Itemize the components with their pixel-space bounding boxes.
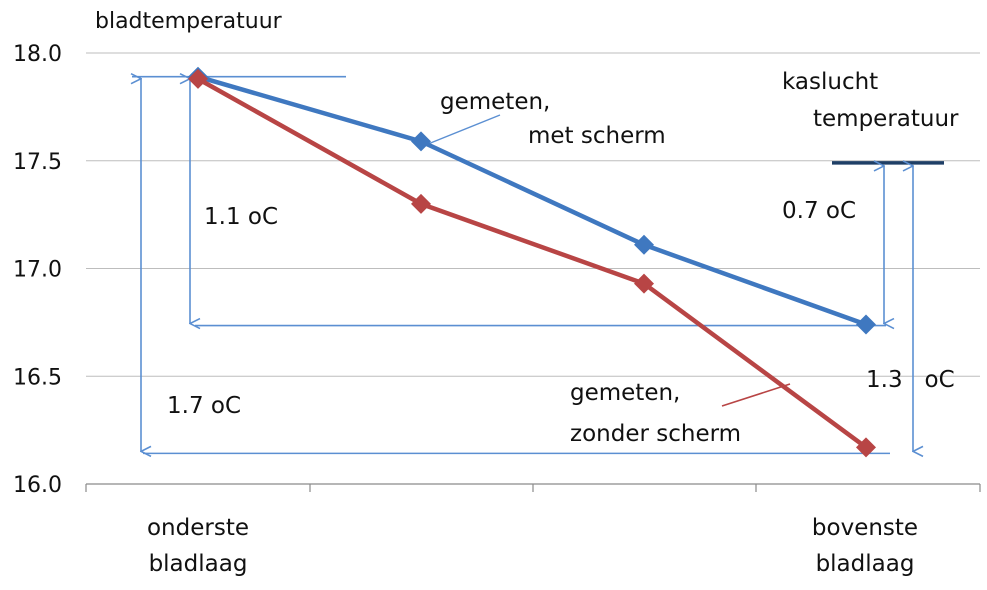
y-axis-label: bladtemperatuur [95, 9, 283, 34]
axis-layer [85, 483, 981, 492]
x-tick-label: onderste [147, 515, 249, 541]
leader-line-zonder-scherm [721, 383, 791, 407]
series-label-met-scherm: met scherm [528, 123, 666, 149]
data-point-met-scherm [411, 131, 431, 152]
y-tick-label: 17.0 [13, 258, 62, 283]
kaslucht-label: temperatuur [813, 106, 959, 132]
series-layer [188, 66, 876, 458]
series-label-zonder-scherm: gemeten, [570, 380, 680, 406]
series-line-met-scherm [197, 74, 867, 327]
x-tick-label: bovenste [812, 515, 918, 541]
y-tick-label: 17.5 [13, 150, 62, 175]
series-label-met-scherm: gemeten, [440, 89, 550, 115]
data-point-zonder-scherm [856, 437, 876, 458]
kaslucht-label: kaslucht [782, 69, 878, 95]
difference-label-0-7: 0.7 oC [782, 198, 856, 224]
data-point-zonder-scherm [411, 193, 431, 214]
data-point-met-scherm [856, 314, 876, 335]
data-point-met-scherm [634, 234, 654, 255]
series-line-zonder-scherm [196, 76, 868, 450]
grid-layer [86, 52, 980, 377]
leader-line-met-scherm [427, 114, 501, 145]
difference-label-1-7: 1.7 oC [167, 393, 241, 419]
y-tick-label: 16.5 [13, 365, 62, 390]
data-point-zonder-scherm [188, 68, 208, 89]
text-layer: 16.0 16.5 17.0 17.5 18.0 bladtemperatuur onder… [13, 9, 959, 577]
series-label-zonder-scherm: zonder scherm [570, 421, 741, 447]
annotation-layer [132, 77, 944, 454]
difference-label-1-1: 1.1 oC [204, 204, 278, 230]
y-tick-label: 18.0 [13, 42, 62, 67]
y-tick-label: 16.0 [13, 473, 62, 498]
x-tick-label: bladlaag [149, 551, 248, 577]
x-tick-label: bladlaag [816, 551, 915, 577]
data-point-zonder-scherm [634, 273, 654, 294]
difference-label-1-3: 1.3 oC [866, 367, 955, 393]
